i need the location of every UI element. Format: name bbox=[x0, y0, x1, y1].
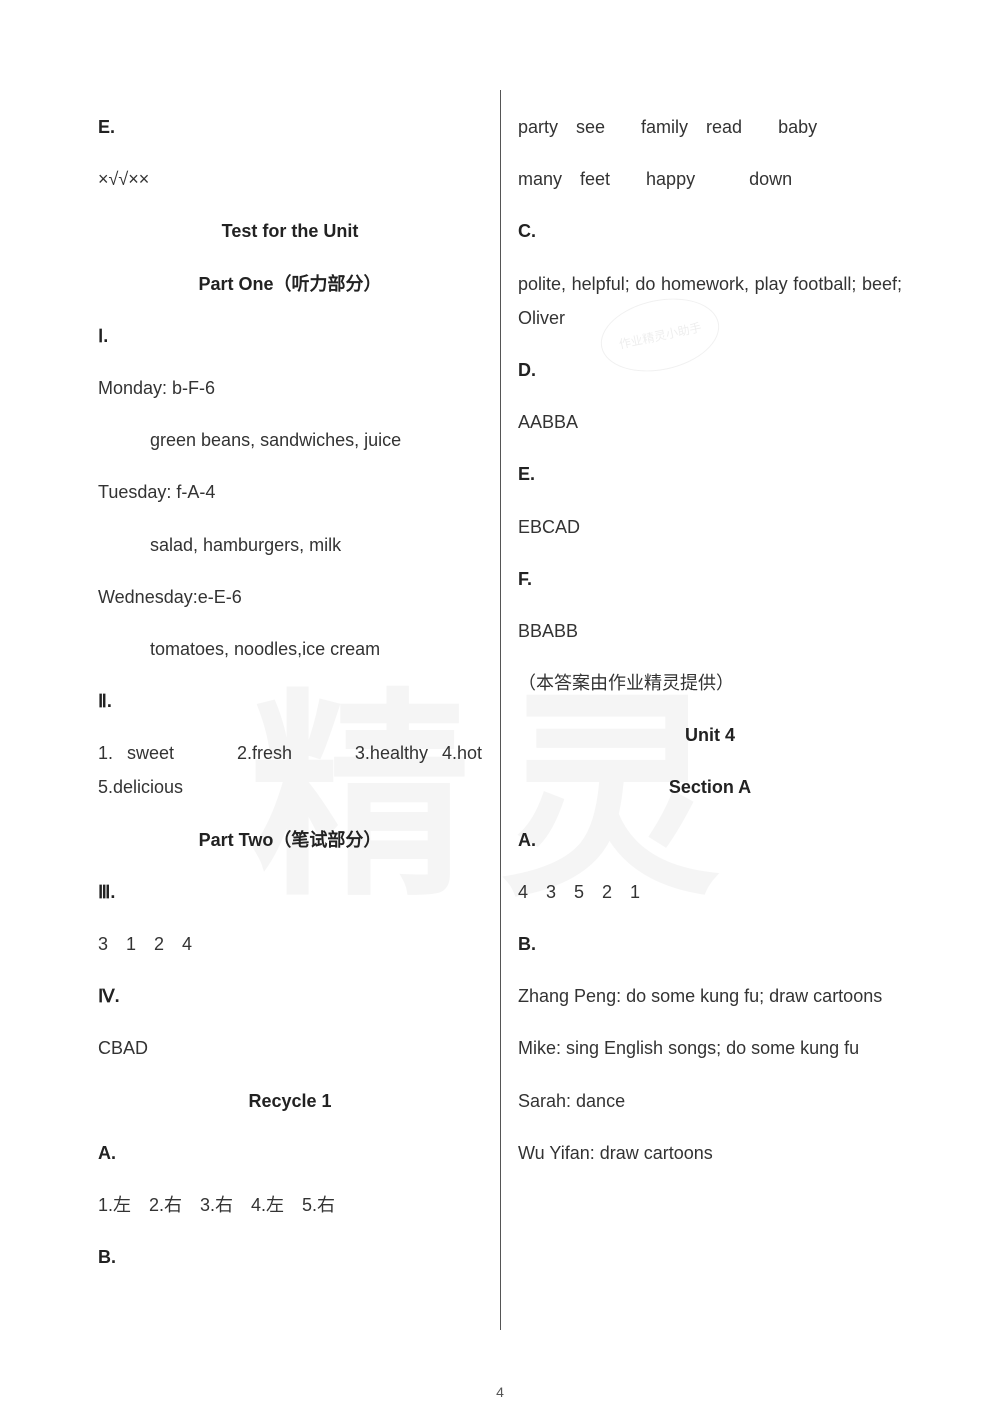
section-f-label: F. bbox=[518, 562, 902, 596]
wednesday-items: tomatoes, noodles,ice cream bbox=[98, 632, 482, 666]
section-c-label: C. bbox=[518, 214, 902, 248]
mike-line: Mike: sing English songs; do some kung f… bbox=[518, 1031, 902, 1065]
wednesday-head: Wednesday:e-E-6 bbox=[98, 580, 482, 614]
section-e-answer: ×√√×× bbox=[98, 162, 482, 196]
wu-yifan-line: Wu Yifan: draw cartoons bbox=[518, 1136, 902, 1170]
b-words-line1: party see family read baby bbox=[518, 110, 902, 144]
page-container: E. ×√√×× Test for the Unit Part One（听力部分… bbox=[0, 0, 1000, 1360]
section-iii-label: Ⅲ. bbox=[98, 875, 482, 909]
tuesday-head: Tuesday: f-A-4 bbox=[98, 475, 482, 509]
section-b-label-right: B. bbox=[518, 927, 902, 961]
section-e-label: E. bbox=[98, 110, 482, 144]
column-divider bbox=[500, 90, 501, 1330]
section-a-label-left: A. bbox=[98, 1136, 482, 1170]
section-iv-answer: CBAD bbox=[98, 1031, 482, 1065]
section-a-answer-right: 4 3 5 2 1 bbox=[518, 875, 902, 909]
section-i-label: Ⅰ. bbox=[98, 319, 482, 353]
monday-head: Monday: b-F-6 bbox=[98, 371, 482, 405]
unit4-title: Unit 4 bbox=[518, 718, 902, 752]
right-column: party see family read baby many feet hap… bbox=[500, 110, 920, 1320]
section-ii-label: Ⅱ. bbox=[98, 684, 482, 718]
section-a-title: Section A bbox=[518, 770, 902, 804]
tuesday-items: salad, hamburgers, milk bbox=[98, 528, 482, 562]
left-column: E. ×√√×× Test for the Unit Part One（听力部分… bbox=[80, 110, 500, 1320]
credit-note: （本答案由作业精灵提供） bbox=[518, 666, 902, 700]
section-e-answer-right: EBCAD bbox=[518, 510, 902, 544]
section-f-answer: BBABB bbox=[518, 614, 902, 648]
zhang-peng-line: Zhang Peng: do some kung fu; draw cartoo… bbox=[518, 979, 902, 1013]
monday-items: green beans, sandwiches, juice bbox=[98, 423, 482, 457]
section-a-answer-left: 1.左 2.右 3.右 4.左 5.右 bbox=[98, 1188, 482, 1222]
recycle-title: Recycle 1 bbox=[98, 1084, 482, 1118]
section-iv-label: Ⅳ. bbox=[98, 979, 482, 1013]
test-title: Test for the Unit bbox=[98, 214, 482, 248]
section-e-label-right: E. bbox=[518, 457, 902, 491]
section-a-label-right: A. bbox=[518, 823, 902, 857]
b-words-line2: many feet happy down bbox=[518, 162, 902, 196]
part-two-title: Part Two（笔试部分） bbox=[98, 823, 482, 857]
section-iii-answer: 3 1 2 4 bbox=[98, 927, 482, 961]
part-one-title: Part One（听力部分） bbox=[98, 267, 482, 301]
section-c-answer: polite, helpful; do homework, play footb… bbox=[518, 267, 902, 335]
sarah-line: Sarah: dance bbox=[518, 1084, 902, 1118]
section-b-label-left: B. bbox=[98, 1240, 482, 1274]
section-d-answer: AABBA bbox=[518, 405, 902, 439]
section-d-label: D. bbox=[518, 353, 902, 387]
section-ii-answer: 1. sweet 2.fresh 3.healthy 4.hot 5.delic… bbox=[98, 736, 482, 804]
page-number: 4 bbox=[496, 1384, 504, 1400]
